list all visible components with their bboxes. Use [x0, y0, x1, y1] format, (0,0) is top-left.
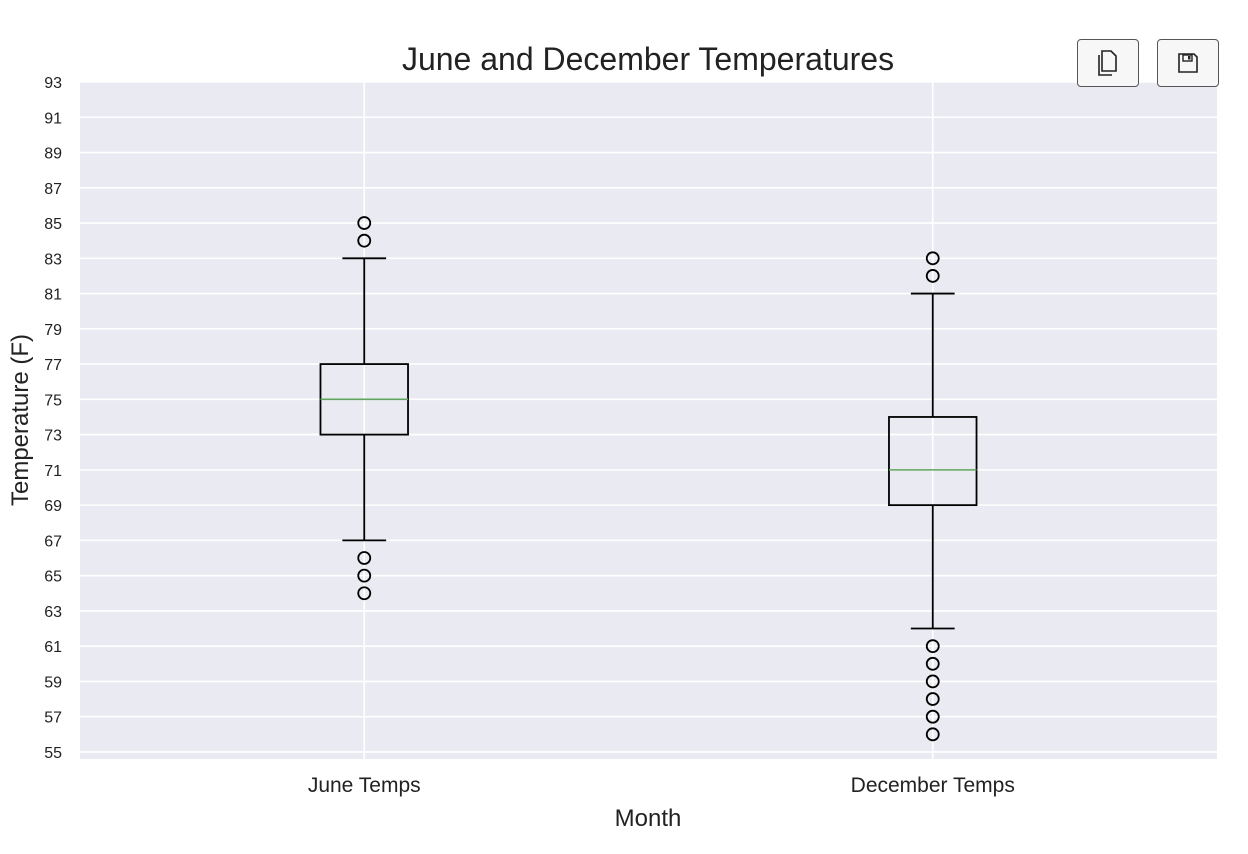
iqr-box — [888, 416, 978, 507]
y-tick-label: 93 — [44, 75, 62, 92]
grid-layer — [80, 81, 1217, 759]
y-tick-label: 81 — [44, 287, 62, 304]
outlier-point — [357, 586, 372, 601]
outlier-point — [357, 233, 372, 248]
outlier-point — [357, 551, 372, 565]
floppy-disk-icon — [1178, 53, 1198, 73]
y-tick-label: 89 — [44, 146, 62, 163]
x-tick-label: June Temps — [308, 774, 421, 797]
y-tick-label: 65 — [44, 569, 62, 586]
y-tick-label: 59 — [44, 674, 62, 691]
y-tick-labels: 55 57 59 61 63 65 67 69 71 73 75 77 79 81 83 85 87 89 91 93 — [44, 75, 62, 762]
y-tick-label: 91 — [44, 110, 62, 127]
y-tick-label: 87 — [44, 181, 62, 198]
y-tick-label: 73 — [44, 428, 62, 445]
y-tick-label: 75 — [44, 392, 62, 409]
outlier-point — [925, 727, 940, 742]
boxes-layer — [319, 216, 978, 742]
y-tick-label: 55 — [44, 745, 62, 762]
y-tick-label: 79 — [44, 322, 62, 339]
y-tick-label: 67 — [44, 533, 62, 550]
outlier-point — [925, 692, 940, 706]
x-axis-label: Month — [615, 805, 682, 832]
x-tick-labels: June Temps December Temps — [308, 774, 1015, 797]
outlier-point — [925, 709, 940, 724]
outlier-point — [925, 674, 940, 689]
plot-area — [80, 82, 1217, 759]
y-tick-label: 61 — [44, 639, 62, 656]
y-tick-label: 63 — [44, 604, 62, 621]
outlier-point — [925, 251, 940, 266]
copy-button[interactable] — [1077, 39, 1139, 87]
y-tick-label: 71 — [44, 463, 62, 480]
box-june — [319, 216, 409, 601]
y-tick-label: 85 — [44, 216, 62, 233]
y-tick-label: 77 — [44, 357, 62, 374]
chart-title: June and December Temperatures — [402, 41, 894, 77]
y-tick-label: 57 — [44, 710, 62, 727]
save-button[interactable] — [1157, 39, 1219, 87]
y-axis-label: Temperature (F) — [7, 334, 34, 506]
outlier-point — [357, 216, 372, 230]
outlier-point — [925, 639, 940, 654]
y-tick-label: 69 — [44, 498, 62, 515]
outlier-point — [357, 568, 372, 583]
outlier-point — [925, 656, 940, 671]
copy-icon — [1098, 50, 1117, 76]
outlier-point — [925, 269, 940, 283]
box-december — [888, 251, 978, 742]
x-tick-label: December Temps — [851, 774, 1015, 797]
y-tick-label: 83 — [44, 251, 62, 268]
